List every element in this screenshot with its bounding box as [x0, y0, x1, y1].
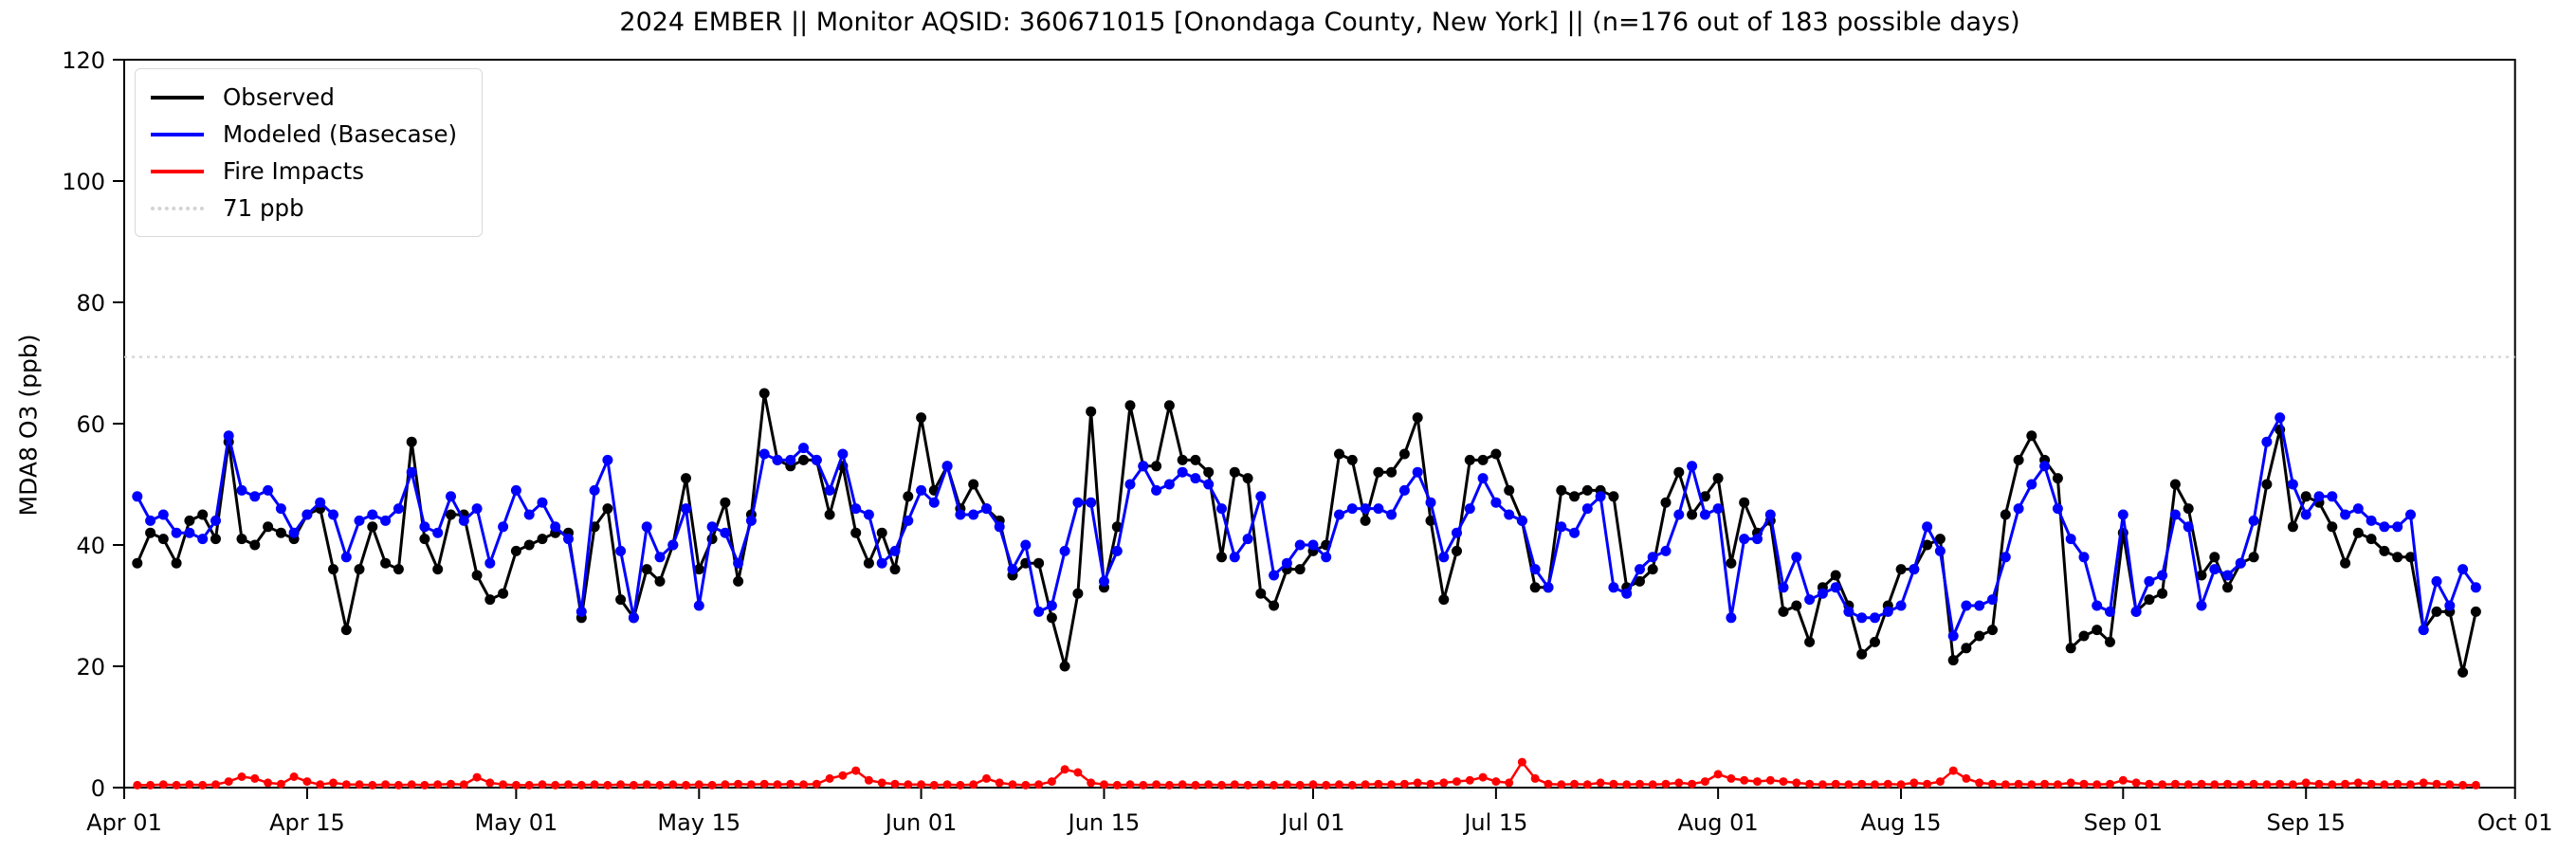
fire-line-swatch — [151, 169, 204, 173]
svg-text:Aug 15: Aug 15 — [1861, 809, 1942, 836]
legend-item-fire: Fire Impacts — [151, 153, 457, 190]
svg-text:40: 40 — [76, 533, 105, 559]
svg-text:Jun 15: Jun 15 — [1067, 809, 1141, 836]
svg-text:May 01: May 01 — [474, 809, 557, 836]
svg-text:0: 0 — [91, 775, 105, 802]
svg-text:Sep 01: Sep 01 — [2084, 809, 2163, 836]
legend-box: Observed Modeled (Basecase) Fire Impacts… — [135, 68, 484, 237]
svg-text:Jul 01: Jul 01 — [1279, 809, 1344, 836]
observed-line-swatch — [151, 95, 204, 100]
legend-label: Fire Impacts — [223, 157, 365, 185]
svg-text:Oct 01: Oct 01 — [2477, 809, 2553, 836]
svg-text:May 15: May 15 — [657, 809, 740, 836]
chart-title: 2024 EMBER || Monitor AQSID: 360671015 [… — [619, 8, 2020, 37]
svg-text:Jun 01: Jun 01 — [884, 809, 958, 836]
legend-label: Modeled (Basecase) — [223, 120, 458, 148]
legend-label: 71 ppb — [223, 194, 304, 222]
svg-text:20: 20 — [76, 654, 105, 681]
legend-item-threshold: 71 ppb — [151, 190, 457, 227]
svg-text:Apr 15: Apr 15 — [269, 809, 345, 836]
svg-text:Apr 01: Apr 01 — [86, 809, 162, 836]
svg-text:Aug 01: Aug 01 — [1678, 809, 1759, 836]
legend-label: Observed — [223, 83, 335, 111]
legend-item-modeled: Modeled (Basecase) — [151, 116, 457, 153]
svg-text:Sep 15: Sep 15 — [2267, 809, 2346, 836]
svg-text:100: 100 — [62, 169, 105, 195]
threshold-line-swatch — [151, 206, 204, 210]
svg-text:120: 120 — [62, 47, 105, 74]
legend-item-observed: Observed — [151, 79, 457, 116]
svg-text:60: 60 — [76, 411, 105, 438]
modeled-line-swatch — [151, 132, 204, 136]
svg-text:80: 80 — [76, 290, 105, 317]
svg-text:Jul 15: Jul 15 — [1462, 809, 1527, 836]
